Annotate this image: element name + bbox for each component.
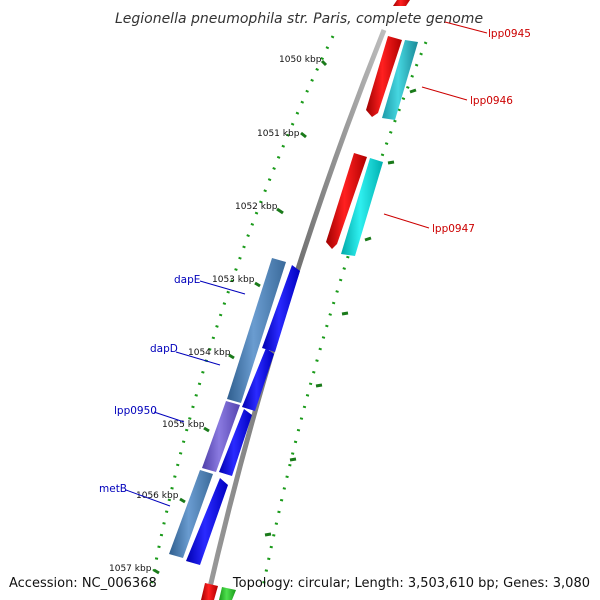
connector-metB [125,489,171,507]
connector-dapE [199,280,246,295]
gene-lpp0945-cds[interactable] [393,0,410,6]
gene-lpp0947-cds[interactable] [326,153,367,249]
gene-label-lpp0945[interactable]: lpp0945 [488,28,531,40]
tick-label-1054: 1054 kbp [188,348,231,358]
tick-label-1056: 1056 kbp [136,491,179,501]
connector-lpp0947 [383,213,430,229]
gene-metB-blue[interactable] [186,478,228,565]
tick-marks [153,59,417,575]
gene-dapD-blue[interactable] [242,348,274,411]
tick-1057 [153,568,160,575]
gene-dapE-blue[interactable] [262,265,300,352]
outer-dotted-ring [148,35,335,593]
tick-1056 [179,497,186,504]
inner-tick-f [289,457,297,462]
gene-label-lpp0947[interactable]: lpp0947 [432,223,475,235]
inner-tick-a [409,88,417,94]
inner-tick-c [364,236,372,242]
gene-bottom-red[interactable] [201,583,218,600]
gene-lpp0950-blue[interactable] [219,409,252,476]
connector-dapD [175,351,221,366]
genome-title: Legionella pneumophila str. Paris, compl… [115,11,483,27]
connector-lpp0950 [153,411,185,423]
gene-lpp0950-purple[interactable] [202,401,240,472]
tick-label-1055: 1055 kbp [162,420,205,430]
gene-label-dapD[interactable]: dapD [150,343,178,355]
gene-label-dapE[interactable]: dapE [174,274,200,286]
gene-bottom-green[interactable] [219,587,236,600]
tick-label-1052: 1052 kbp [235,202,278,212]
inner-tick-d [341,311,349,316]
gene-metB-steel[interactable] [169,470,213,558]
connector-lpp0946 [421,86,468,101]
tick-label-1057: 1057 kbp [109,564,152,574]
gene-lpp0946-rna[interactable] [382,40,418,120]
genome-backbone [204,29,387,600]
connector-lpp0945 [444,21,488,34]
inner-tick-b [387,160,395,165]
tick-1053 [254,281,261,288]
reverse-gene-labels: dapE dapD lpp0950 metB [99,274,246,507]
gene-label-lpp0946[interactable]: lpp0946 [470,95,513,107]
accession-text: Accession: NC_006368 [9,576,157,591]
inner-tick-e [315,383,323,388]
tick-label-1053: 1053 kbp [212,275,255,285]
inner-tick-g [264,532,272,537]
gene-lpp0947-rna[interactable] [341,158,383,256]
gene-lpp0946-cds[interactable] [366,36,402,117]
tick-label-1050: 1050 kbp [279,55,322,65]
tick-labels: 1050 kbp 1051 kbp 1052 kbp 1053 kbp 1054… [109,55,322,574]
gene-dapE-steel[interactable] [227,258,286,403]
tick-label-1051: 1051 kbp [257,129,300,139]
reverse-strand-genes [169,258,300,565]
tick-1052 [276,207,284,215]
gene-label-metB[interactable]: metB [99,483,127,495]
gene-label-lpp0950[interactable]: lpp0950 [114,405,157,417]
tick-1050 [320,59,328,67]
genome-summary-text: Topology: circular; Length: 3,503,610 bp… [232,576,590,591]
tick-1054 [228,353,235,360]
tick-1051 [300,131,307,139]
forward-gene-labels: lpp0945 lpp0946 lpp0947 [383,21,531,235]
tick-1055 [203,426,210,433]
forward-strand-genes [201,0,418,600]
inner-dotted-ring [260,41,428,593]
